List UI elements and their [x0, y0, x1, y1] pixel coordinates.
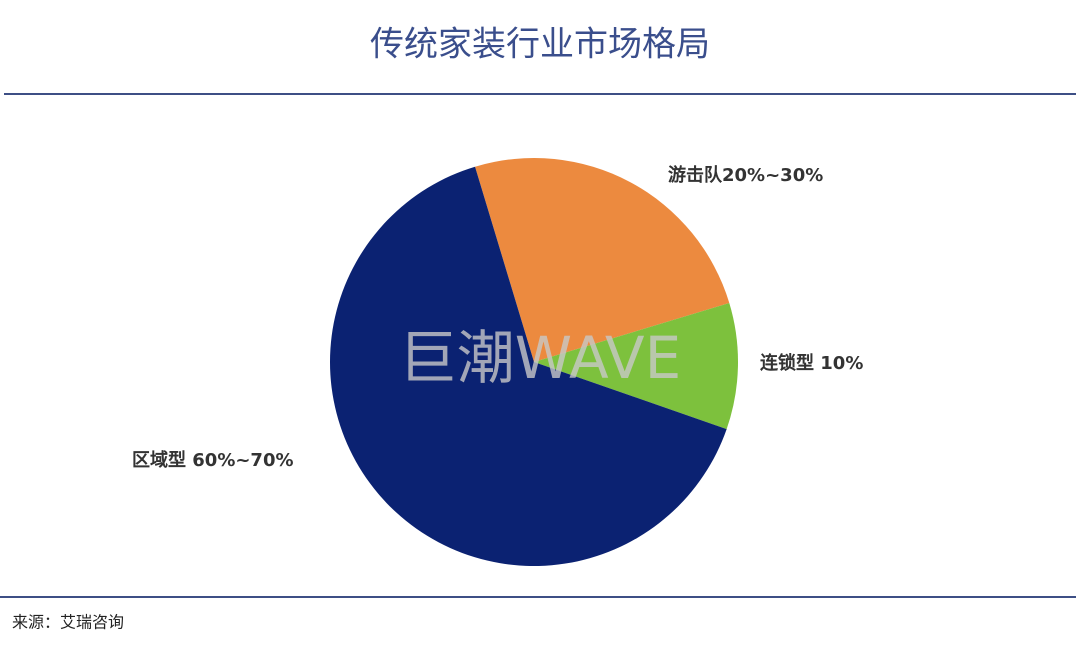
slice-label: 连锁型 10% — [760, 352, 863, 374]
pie — [330, 157, 738, 566]
slice-label: 区域型 60%~70% — [132, 449, 294, 471]
source: 来源：艾瑞咨询 — [12, 613, 124, 632]
pie-slice — [475, 157, 730, 362]
pie-slice — [534, 303, 738, 430]
slice-label: 游击队20%~30% — [668, 164, 823, 186]
chart-title: 传统家装行业市场格局 — [370, 25, 710, 65]
pie-slice — [330, 166, 727, 566]
watermark: 巨潮WAVE — [399, 324, 681, 392]
